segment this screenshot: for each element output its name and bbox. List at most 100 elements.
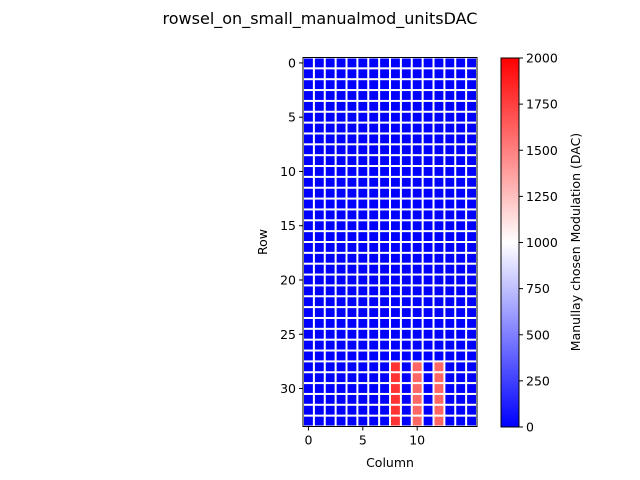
- heatmap-cell-r13-c7: [380, 199, 390, 209]
- heatmap-cell-r5-c2: [325, 112, 335, 122]
- heatmap-cell-r16-c8: [391, 232, 400, 241]
- heatmap-cell-r5-c5: [358, 112, 368, 122]
- heatmap-cell-r26-c9: [401, 340, 411, 350]
- heatmap-cell-r17-c4: [347, 243, 357, 252]
- heatmap-cell-r26-c10: [412, 340, 422, 350]
- heatmap-cell-r4-c15: [467, 101, 477, 111]
- heatmap-cell-r16-c13: [445, 232, 455, 241]
- heatmap-cell-r24-c10: [412, 318, 422, 328]
- heatmap-cell-r23-c5: [358, 308, 368, 317]
- heatmap-cell-r1-c9: [401, 69, 411, 79]
- heatmap-cell-r8-c9: [401, 145, 411, 155]
- heatmap-cell-r24-c5: [358, 318, 368, 328]
- heatmap-cell-r7-c7: [380, 134, 390, 144]
- heatmap-cell-r29-c2: [325, 373, 335, 383]
- heatmap-cell-r25-c6: [369, 329, 379, 339]
- heatmap-cell-r26-c6: [369, 340, 379, 350]
- heatmap-cell-r10-c7: [380, 167, 390, 176]
- heatmap-cell-r33-c8: [391, 416, 400, 426]
- heatmap-cell-r27-c12: [434, 351, 444, 361]
- heatmap-cell-r29-c6: [369, 373, 379, 383]
- heatmap-cell-r22-c3: [336, 297, 346, 307]
- heatmap-cell-r19-c1: [314, 264, 324, 274]
- y-tick-label: 5: [288, 110, 296, 125]
- colorbar-tick-label: 2000: [526, 51, 558, 66]
- heatmap-cell-r10-c14: [456, 167, 466, 176]
- heatmap-cell-r11-c7: [380, 177, 390, 187]
- heatmap-cell-r2-c10: [412, 80, 422, 90]
- heatmap-cell-r22-c0: [304, 297, 313, 307]
- heatmap-cell-r27-c5: [358, 351, 368, 361]
- heatmap-cell-r1-c14: [456, 69, 466, 79]
- heatmap-cell-r31-c15: [467, 394, 477, 404]
- colorbar-tick-label: 0: [526, 420, 534, 435]
- heatmap-cell-r28-c7: [380, 362, 390, 372]
- heatmap-cell-r5-c9: [401, 112, 411, 122]
- heatmap-cell-r10-c0: [304, 167, 313, 176]
- heatmap-cell-r8-c3: [336, 145, 346, 155]
- heatmap-cell-r29-c5: [358, 373, 368, 383]
- heatmap-cell-r31-c0: [304, 394, 313, 404]
- heatmap-cell-r6-c5: [358, 123, 368, 133]
- heatmap-cell-r20-c11: [423, 275, 433, 285]
- heatmap-cell-r7-c8: [391, 134, 400, 144]
- heatmap-cell-r25-c14: [456, 329, 466, 339]
- heatmap-cell-r32-c2: [325, 405, 335, 415]
- heatmap-cell-r30-c11: [423, 384, 433, 393]
- heatmap-cell-r7-c14: [456, 134, 466, 144]
- heatmap-cell-r32-c8: [391, 405, 400, 415]
- heatmap-cell-r26-c13: [445, 340, 455, 350]
- heatmap-cell-r8-c1: [314, 145, 324, 155]
- heatmap-cell-r26-c8: [391, 340, 400, 350]
- heatmap-cell-r26-c15: [467, 340, 477, 350]
- heatmap-cell-r19-c13: [445, 264, 455, 274]
- heatmap-cell-r32-c12: [434, 405, 444, 415]
- heatmap-cell-r29-c3: [336, 373, 346, 383]
- heatmap-cell-r21-c8: [391, 286, 400, 296]
- heatmap-cell-r14-c1: [314, 210, 324, 220]
- heatmap-cell-r33-c9: [401, 416, 411, 426]
- heatmap-cell-r33-c11: [423, 416, 433, 426]
- heatmap-cell-r5-c10: [412, 112, 422, 122]
- heatmap-cell-r30-c2: [325, 384, 335, 393]
- heatmap-cell-r25-c9: [401, 329, 411, 339]
- heatmap-cell-r17-c7: [380, 243, 390, 252]
- heatmap-cell-r11-c14: [456, 177, 466, 187]
- heatmap-cell-r18-c1: [314, 253, 324, 263]
- heatmap-cell-r11-c3: [336, 177, 346, 187]
- heatmap-cell-r4-c14: [456, 101, 466, 111]
- heatmap-cell-r9-c5: [358, 156, 368, 166]
- heatmap-cell-r0-c2: [325, 58, 335, 68]
- heatmap-cell-r29-c10: [412, 373, 422, 383]
- heatmap-cell-r8-c14: [456, 145, 466, 155]
- heatmap-cell-r2-c3: [336, 80, 346, 90]
- heatmap-cell-r13-c11: [423, 199, 433, 209]
- heatmap-cell-r6-c6: [369, 123, 379, 133]
- heatmap-cell-r13-c6: [369, 199, 379, 209]
- heatmap-cell-r21-c14: [456, 286, 466, 296]
- heatmap-cell-r17-c5: [358, 243, 368, 252]
- heatmap-cell-r15-c14: [456, 221, 466, 231]
- heatmap-cell-r11-c5: [358, 177, 368, 187]
- heatmap-cell-r25-c15: [467, 329, 477, 339]
- heatmap-cell-r31-c14: [456, 394, 466, 404]
- heatmap-cell-r17-c3: [336, 243, 346, 252]
- heatmap-cell-r11-c0: [304, 177, 313, 187]
- heatmap-cell-r16-c11: [423, 232, 433, 241]
- heatmap-cell-r12-c11: [423, 188, 433, 198]
- heatmap-cell-r19-c8: [391, 264, 400, 274]
- heatmap-cell-r2-c8: [391, 80, 400, 90]
- heatmap-cell-r14-c8: [391, 210, 400, 220]
- heatmap-cell-r17-c9: [401, 243, 411, 252]
- heatmap-cell-r29-c14: [456, 373, 466, 383]
- heatmap-cell-r17-c12: [434, 243, 444, 252]
- heatmap-cell-r16-c4: [347, 232, 357, 241]
- heatmap-cell-r10-c13: [445, 167, 455, 176]
- heatmap-cell-r17-c11: [423, 243, 433, 252]
- heatmap-cell-r23-c3: [336, 308, 346, 317]
- colorbar: 0 250 500 750 1000 1250 1500 1750 2000: [500, 51, 558, 435]
- heatmap-cell-r12-c14: [456, 188, 466, 198]
- heatmap-cell-r33-c12: [434, 416, 444, 426]
- heatmap-cell-r10-c15: [467, 167, 477, 176]
- heatmap-cell-r8-c4: [347, 145, 357, 155]
